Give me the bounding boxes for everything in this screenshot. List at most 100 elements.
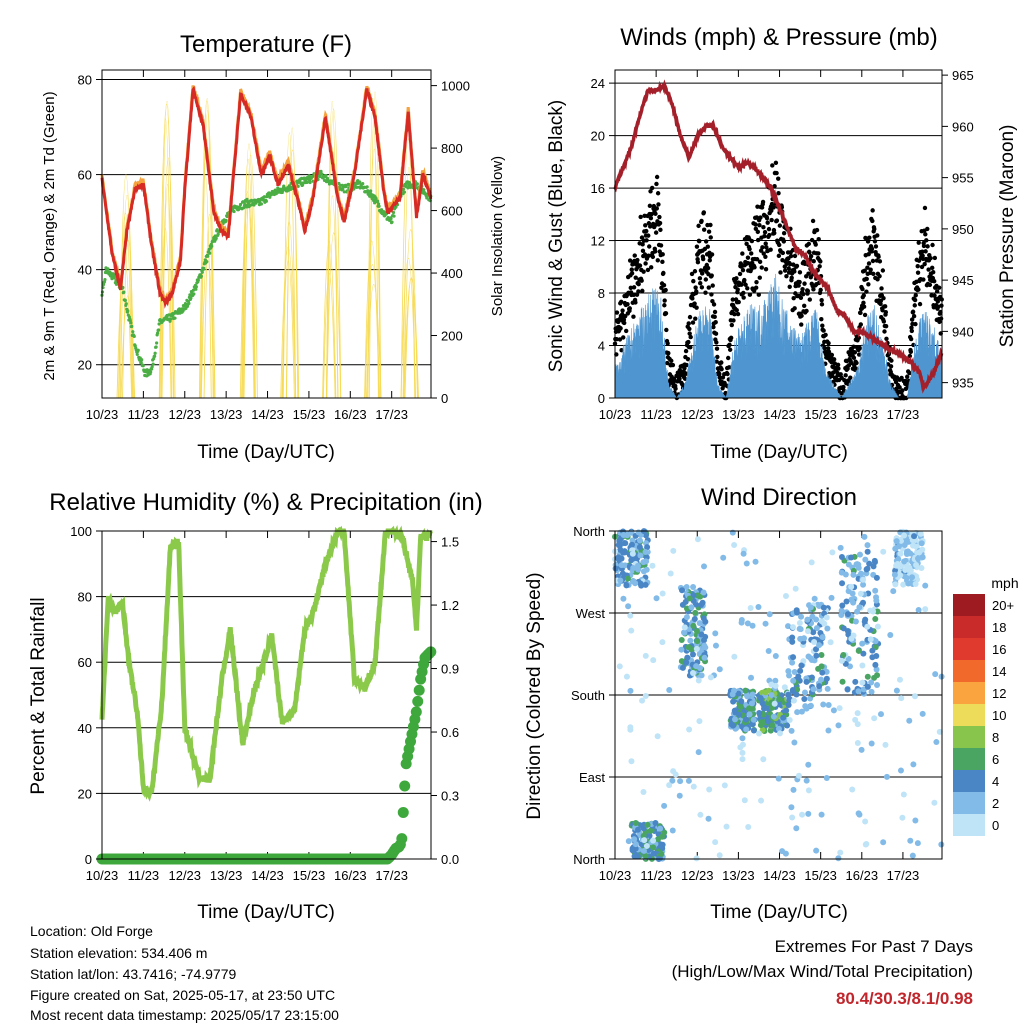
direction-point — [700, 637, 707, 644]
gust-point — [877, 273, 882, 279]
direction-point — [757, 695, 764, 702]
gust-point — [703, 239, 709, 244]
direction-point — [838, 612, 845, 619]
direction-point — [818, 663, 825, 670]
direction-point — [850, 632, 857, 639]
direction-point — [784, 722, 791, 729]
solar-curve — [400, 138, 416, 399]
gust-point — [776, 242, 782, 248]
direction-point — [897, 563, 904, 570]
direction-point — [860, 650, 867, 657]
gust-point — [755, 229, 761, 235]
direction-point — [643, 566, 650, 573]
direction-point — [698, 631, 705, 638]
direction-point — [788, 804, 795, 811]
direction-point — [707, 674, 714, 681]
gust-point — [910, 309, 916, 314]
gust-point — [657, 214, 662, 220]
direction-point — [730, 722, 737, 729]
direction-point — [770, 713, 777, 720]
direction-point — [672, 771, 679, 778]
direction-point — [825, 701, 832, 708]
direction-point — [644, 821, 651, 828]
y-tick-label: 12 — [591, 234, 605, 249]
direction-point — [873, 653, 880, 660]
gust-point — [854, 360, 859, 366]
gust-point — [633, 275, 638, 280]
direction-point — [632, 819, 639, 826]
dewpoint-point — [301, 181, 305, 185]
direction-point — [743, 726, 750, 733]
gust-point — [629, 271, 635, 276]
direction-point — [801, 696, 808, 703]
precipitation-point — [399, 780, 411, 792]
gust-point — [851, 355, 857, 360]
direction-point — [899, 814, 906, 821]
direction-point — [632, 841, 639, 848]
gust-point — [774, 218, 780, 223]
gust-point — [693, 285, 698, 290]
direction-point — [830, 707, 837, 714]
gust-point — [640, 248, 646, 254]
gust-point — [797, 279, 802, 285]
gust-point — [714, 346, 720, 351]
gust-point — [646, 233, 651, 238]
direction-point — [810, 686, 817, 693]
extremes-subtitle: (High/Low/Max Wind/Total Precipitation) — [672, 962, 973, 981]
direction-point — [802, 689, 809, 696]
direction-point — [911, 693, 918, 700]
gust-point — [687, 314, 693, 320]
x-tick-label: 12/23 — [681, 407, 714, 422]
gust-point — [876, 254, 881, 260]
direction-point — [786, 672, 793, 679]
direction-point — [859, 640, 866, 647]
gust-point — [753, 222, 758, 227]
direction-point — [811, 595, 818, 602]
direction-point — [782, 593, 789, 600]
solar-curve — [280, 246, 297, 399]
gust-point — [618, 326, 623, 331]
direction-point — [678, 646, 685, 653]
direction-point — [860, 576, 867, 583]
wind-direction-ylabel: Direction (Colored By Speed) — [524, 572, 545, 819]
humidity-panel: Relative Humidity (%) & Precipitation (i… — [28, 489, 483, 923]
solar-curve — [404, 278, 419, 399]
direction-point — [775, 775, 782, 782]
direction-point — [732, 716, 739, 723]
gust-point — [686, 321, 691, 326]
gust-point — [763, 241, 768, 246]
x-tick-label: 15/23 — [293, 868, 326, 883]
direction-point — [837, 849, 844, 856]
dewpoint-point — [241, 206, 246, 210]
info-created: Figure created on Sat, 2025-05-17, at 23… — [30, 987, 335, 1003]
direction-point — [772, 682, 779, 689]
gust-point — [867, 235, 872, 240]
direction-point — [897, 767, 904, 774]
colorbar-label: 0 — [992, 818, 999, 833]
dewpoint-point — [126, 309, 130, 313]
gust-point — [820, 323, 825, 328]
gust-point — [703, 277, 709, 282]
gust-point — [706, 285, 711, 290]
gust-point — [700, 271, 705, 276]
gust-point — [836, 366, 841, 371]
direction-point — [618, 555, 625, 562]
direction-point — [824, 625, 831, 632]
x-tick-label: 16/23 — [846, 868, 879, 883]
y2-tick-label: 945 — [952, 273, 974, 288]
direction-point — [862, 616, 869, 623]
gust-point — [680, 382, 685, 387]
gust-point — [741, 290, 746, 296]
direction-point — [790, 697, 797, 704]
gust-point — [865, 265, 870, 270]
direction-point — [862, 818, 869, 825]
direction-point — [620, 531, 627, 538]
gust-point — [650, 254, 656, 260]
gust-point — [735, 311, 741, 317]
direction-point — [640, 825, 647, 832]
gust-point — [727, 347, 733, 352]
y-tick-label: North — [573, 852, 605, 867]
gust-point — [638, 214, 643, 220]
direction-point — [907, 837, 914, 844]
direction-point — [737, 744, 744, 751]
